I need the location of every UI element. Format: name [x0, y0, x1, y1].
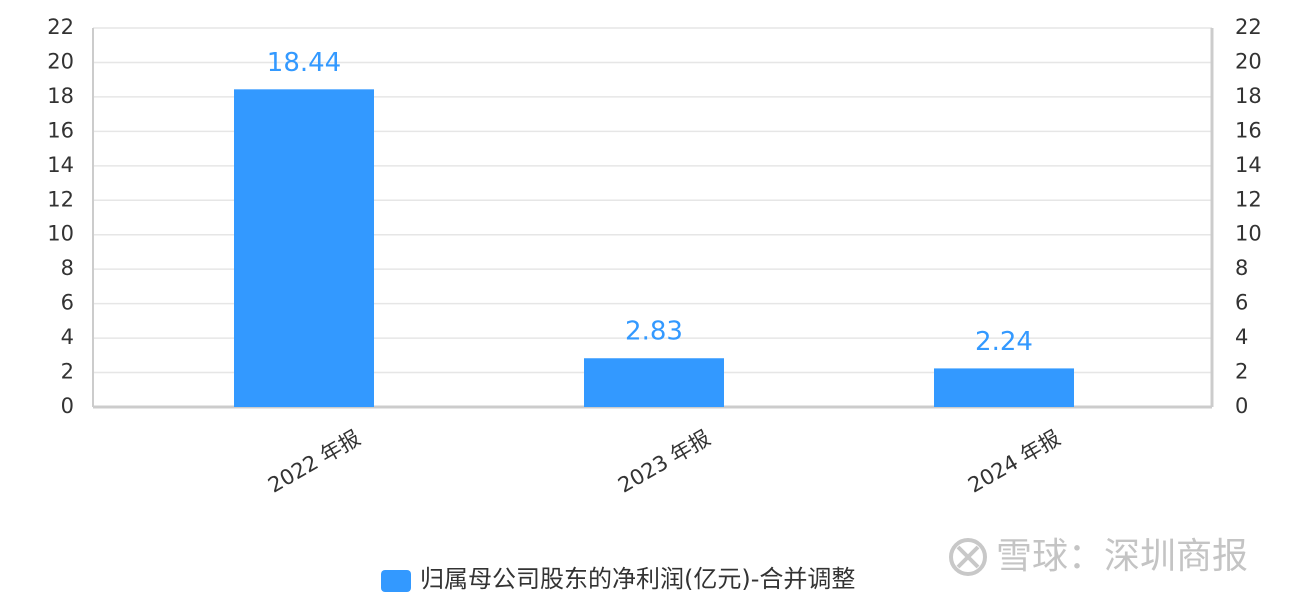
y-tick-label: 0: [61, 394, 74, 418]
y2-tick-label: 0: [1235, 394, 1248, 418]
y2-tick-label: 12: [1235, 187, 1262, 211]
y2-tick-label: 10: [1235, 222, 1262, 246]
data-label: 18.44: [267, 48, 341, 78]
y-tick-label: 8: [61, 256, 74, 280]
y2-tick-label: 20: [1235, 49, 1262, 73]
y-tick-label: 12: [47, 187, 74, 211]
legend-swatch: [381, 570, 411, 592]
data-label: 2.83: [625, 317, 683, 347]
y2-tick-label: 4: [1235, 325, 1248, 349]
y-tick-label: 2: [61, 360, 74, 384]
y-tick-label: 4: [61, 325, 74, 349]
x-tick-label: 2023 年报: [614, 426, 714, 498]
y2-tick-label: 6: [1235, 291, 1248, 315]
y-tick-label: 6: [61, 291, 74, 315]
y2-tick-label: 14: [1235, 153, 1262, 177]
y-tick-label: 14: [47, 153, 74, 177]
data-label: 2.24: [975, 327, 1033, 357]
y2-tick-label: 18: [1235, 84, 1262, 108]
watermark-icon: [949, 538, 987, 576]
y2-tick-label: 8: [1235, 256, 1248, 280]
bar: [584, 358, 724, 407]
y-tick-label: 18: [47, 84, 74, 108]
y-tick-label: 22: [47, 15, 74, 39]
y2-tick-label: 16: [1235, 118, 1262, 142]
bar: [234, 89, 374, 407]
y-tick-label: 16: [47, 118, 74, 142]
y-tick-label: 20: [47, 49, 74, 73]
y2-tick-label: 2: [1235, 360, 1248, 384]
y2-tick-label: 22: [1235, 15, 1262, 39]
x-tick-label: 2024 年报: [964, 426, 1064, 498]
watermark: 雪球：深圳商报: [996, 536, 1248, 577]
x-tick-label: 2022 年报: [264, 426, 364, 498]
y-tick-label: 10: [47, 222, 74, 246]
legend-label: 归属母公司股东的净利润(亿元)-合并调整: [420, 565, 855, 593]
bar: [934, 368, 1074, 407]
